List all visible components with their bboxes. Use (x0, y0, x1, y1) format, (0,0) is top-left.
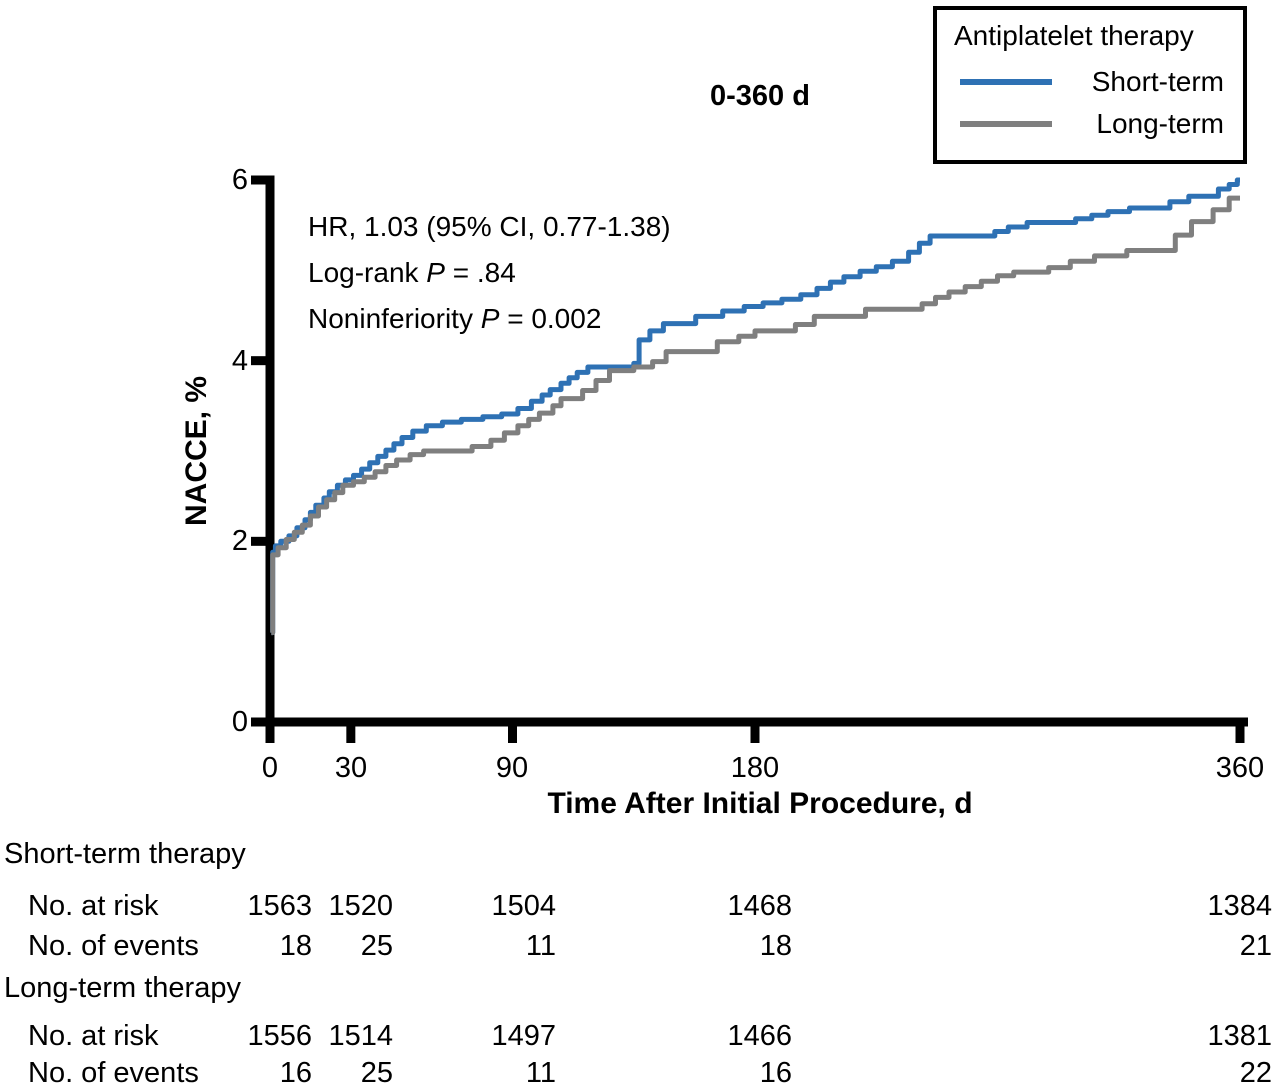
events-value: 16 (759, 1057, 792, 1089)
at-risk-value: 1381 (1207, 1020, 1272, 1052)
logrank-line: Log-rank P = .84 (308, 257, 516, 288)
x-axis-line (262, 717, 1248, 727)
at-risk-value: 1504 (491, 890, 556, 922)
events-value: 22 (1239, 1057, 1272, 1089)
x-tick-label-0: 0 (261, 752, 279, 784)
row-label: No. of events (28, 930, 199, 962)
legend-item-short-term: Short-term (937, 62, 1243, 102)
chart-title: 0-360 d (710, 80, 810, 112)
at-risk-value: 1520 (328, 890, 393, 922)
row-label: No. of events (28, 1057, 199, 1089)
events-value: 18 (759, 930, 792, 962)
legend-label-long-term: Long-term (1096, 108, 1224, 139)
x-tick-mark (265, 726, 275, 743)
table-row-short-events: No. of events 18 25 11 18 21 (0, 928, 1280, 964)
risk-group-short-term: Short-term therapy (0, 836, 1280, 872)
events-value: 18 (279, 930, 312, 962)
events-value: 25 (360, 930, 393, 962)
events-value: 25 (360, 1057, 393, 1089)
y-tick-mark (251, 717, 266, 727)
x-tick-label-30: 30 (334, 752, 368, 784)
table-row-long-at-risk: No. at risk 1556 1514 1497 1466 1381 (0, 1018, 1280, 1054)
legend-label-short-term: Short-term (1091, 66, 1224, 97)
legend-title: Antiplatelet therapy (954, 20, 1194, 51)
curve-long-term (270, 195, 1240, 636)
stats-annotation: HR, 1.03 (95% CI, 0.77-1.38) Log-rank P … (308, 204, 671, 342)
row-label: No. at risk (28, 1020, 159, 1052)
events-value: 11 (525, 1057, 556, 1089)
at-risk-value: 1384 (1207, 890, 1272, 922)
at-risk-value: 1468 (727, 890, 792, 922)
events-value: 16 (279, 1057, 312, 1089)
curve-short-term (270, 177, 1240, 636)
x-tick-label-90: 90 (495, 752, 529, 784)
at-risk-value: 1563 (247, 890, 312, 922)
y-tick-label-2: 2 (231, 525, 248, 557)
y-axis-line (265, 175, 275, 738)
at-risk-value: 1497 (491, 1020, 556, 1052)
y-tick-label-0: 0 (231, 706, 248, 738)
x-tick-label-180: 180 (730, 752, 780, 784)
group-label: Long-term therapy (4, 972, 241, 1004)
events-value: 21 (1239, 930, 1272, 962)
y-tick-mark (251, 536, 266, 546)
at-risk-value: 1514 (328, 1020, 393, 1052)
x-tick-mark (750, 726, 760, 743)
y-tick-mark (251, 356, 266, 366)
events-value: 11 (525, 930, 556, 962)
at-risk-value: 1466 (727, 1020, 792, 1052)
x-tick-label-360: 360 (1215, 752, 1265, 784)
y-tick-mark (251, 175, 266, 185)
x-tick-mark (346, 726, 356, 743)
long-term-line-swatch (960, 121, 1052, 127)
short-term-line-swatch (960, 79, 1052, 85)
group-label: Short-term therapy (4, 838, 246, 870)
x-axis-title: Time After Initial Procedure, d (547, 787, 973, 820)
km-chart (251, 175, 1248, 743)
y-tick-label-6: 6 (231, 164, 248, 196)
y-tick-label-4: 4 (231, 345, 248, 377)
table-row-long-events: No. of events 16 25 11 16 22 (0, 1055, 1280, 1091)
legend-box: Antiplatelet therapy Short-term Long-ter… (933, 6, 1247, 164)
x-tick-mark (508, 726, 517, 743)
noninferiority-line: Noninferiority P = 0.002 (308, 303, 602, 334)
hr-line: HR, 1.03 (95% CI, 0.77-1.38) (308, 211, 671, 242)
risk-group-long-term: Long-term therapy (0, 970, 1280, 1006)
y-axis-title: NACCE, % (180, 375, 213, 527)
legend-item-long-term: Long-term (937, 104, 1243, 144)
row-label: No. at risk (28, 890, 159, 922)
table-row-short-at-risk: No. at risk 1563 1520 1504 1468 1384 (0, 888, 1280, 924)
x-tick-mark (1235, 726, 1245, 743)
at-risk-value: 1556 (247, 1020, 312, 1052)
